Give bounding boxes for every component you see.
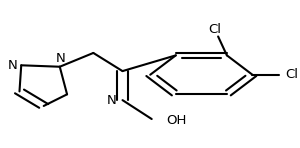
Text: N: N [8, 59, 18, 72]
Text: OH: OH [166, 114, 187, 127]
Text: Cl: Cl [285, 68, 298, 81]
Text: Cl: Cl [209, 23, 222, 36]
Text: N: N [56, 52, 65, 65]
Text: N: N [106, 94, 116, 107]
